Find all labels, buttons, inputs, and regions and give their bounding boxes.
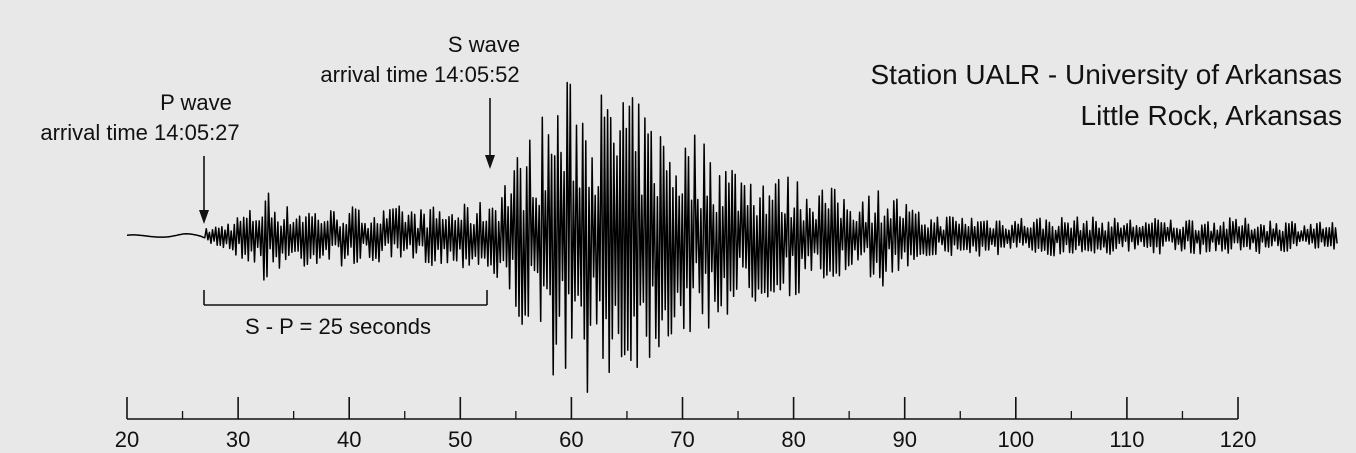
s-p-interval-bracket: [203, 290, 488, 306]
tick-label-50: 50: [448, 427, 472, 452]
time-axis: 20 30 40 50 60 70 80 90 100 110 120: [115, 397, 1257, 452]
tick-label-120: 120: [1220, 427, 1257, 452]
tick-label-80: 80: [781, 427, 805, 452]
tick-label-110: 110: [1109, 427, 1144, 452]
tick-label-40: 40: [337, 427, 361, 452]
tick-label-100: 100: [997, 427, 1034, 452]
tick-label-20: 20: [115, 427, 139, 452]
s-wave-arrow: [485, 98, 495, 169]
p-wave-arrow: [199, 156, 209, 224]
s-wave-arrival-time: arrival time 14:05:52: [320, 62, 519, 87]
tick-label-60: 60: [559, 427, 583, 452]
s-wave-title: S wave: [448, 32, 520, 57]
tick-label-90: 90: [892, 427, 916, 452]
tick-label-30: 30: [226, 427, 250, 452]
station-location: Little Rock, Arkansas: [1081, 100, 1342, 131]
seismogram-trace: [126, 81, 1338, 393]
p-wave-title: P wave: [160, 90, 232, 115]
tick-label-70: 70: [670, 427, 694, 452]
station-name: Station UALR - University of Arkansas: [870, 59, 1342, 90]
s-p-interval-label: S - P = 25 seconds: [245, 314, 431, 339]
p-wave-arrival-time: arrival time 14:05:27: [40, 120, 239, 145]
